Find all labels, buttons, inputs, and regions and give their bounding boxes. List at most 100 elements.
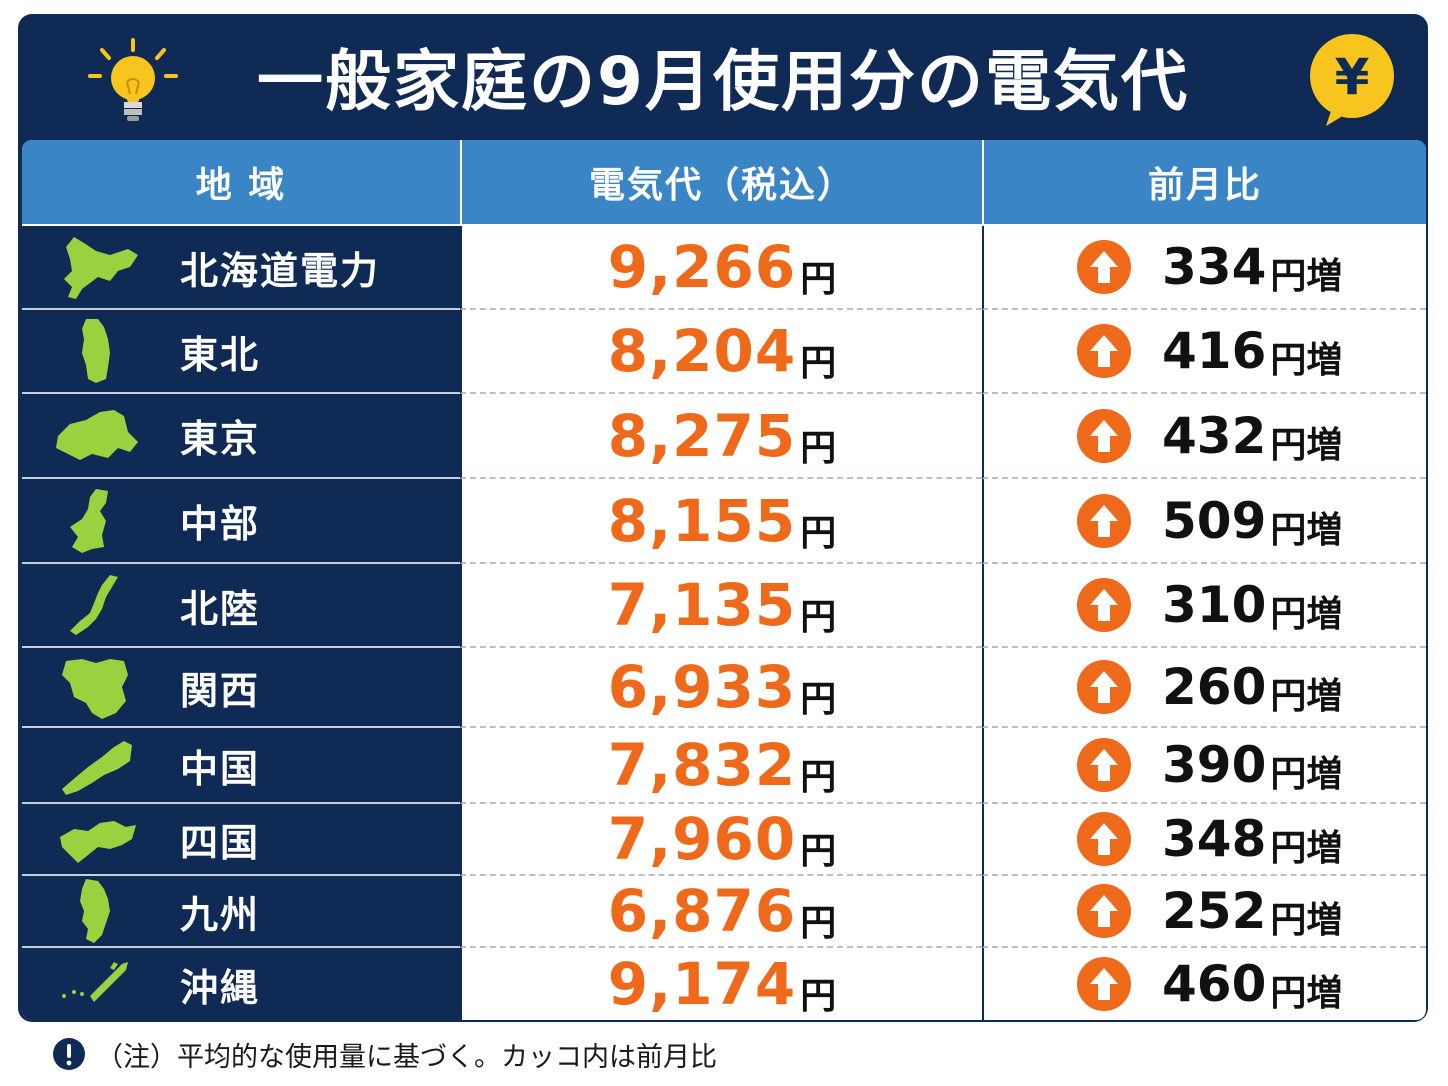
- diff-cell: 460 円増: [982, 948, 1426, 1020]
- diff-value: 390: [1162, 736, 1267, 794]
- diff-value: 260: [1162, 658, 1267, 716]
- increase-unit: 円増: [1270, 424, 1343, 466]
- diff-cell: 334 円増: [982, 226, 1426, 310]
- increase-unit: 円増: [1270, 256, 1343, 297]
- arrow-up-icon: [1077, 957, 1131, 1011]
- yen-unit: 円: [800, 597, 837, 638]
- lightbulb-icon: [88, 38, 178, 121]
- table-row: 東京 8,275 円 432 円増: [22, 394, 1426, 479]
- exclamation-icon: [53, 1038, 85, 1070]
- arrow-up-icon: [1077, 408, 1131, 463]
- region-cell: 関西: [22, 648, 460, 728]
- header-diff: 前月比: [1147, 165, 1262, 206]
- price-table: 地 域 電気代（税込） 前月比 北海道電力 9,266 円: [22, 140, 1426, 1020]
- price-value: 7,960: [607, 805, 797, 873]
- region-cell: 四国: [22, 804, 460, 876]
- increase-unit: 円増: [1270, 973, 1343, 1014]
- increase-unit: 円増: [1270, 340, 1343, 381]
- kyushu-map-icon: [80, 879, 110, 943]
- price-value: 9,174: [607, 950, 797, 1018]
- arrow-up-icon: [1077, 812, 1131, 866]
- diff-value: 348: [1162, 810, 1267, 868]
- price-value: 6,876: [607, 877, 797, 945]
- region-name: 関西: [180, 668, 261, 713]
- region-name: 中部: [180, 502, 261, 546]
- arrow-up-icon: [1077, 493, 1131, 548]
- footnote: （注）平均的な使用量に基づく。カッコ内は前月比: [52, 1034, 717, 1074]
- price-value: 9,266: [607, 233, 797, 301]
- arrow-up-icon: [1077, 240, 1131, 294]
- header-divider: [460, 140, 462, 224]
- yen-symbol: ¥: [1335, 48, 1370, 106]
- price-cell: 6,876 円: [460, 876, 982, 948]
- diff-cell: 310 円増: [982, 564, 1426, 648]
- region-name: 北海道電力: [180, 248, 381, 293]
- price-cell: 9,266 円: [460, 226, 982, 310]
- price-value: 8,204: [607, 317, 797, 385]
- increase-unit: 円増: [1270, 676, 1343, 717]
- kansai-map-icon: [62, 659, 128, 719]
- title-bar: 一般家庭の9月使用分の電気代 ¥: [18, 14, 1428, 138]
- yen-speech-bubble-icon: ¥: [1310, 34, 1394, 126]
- region-cell: 九州: [22, 876, 460, 948]
- table-body: 北海道電力 9,266 円 334 円増 東北: [22, 226, 1426, 1020]
- yen-unit: 円: [800, 427, 837, 469]
- price-value: 8,155: [607, 486, 797, 555]
- okinawa-map-icon: [62, 962, 128, 1002]
- chubu-map-icon: [70, 488, 108, 553]
- price-cell: 8,275 円: [460, 394, 982, 479]
- yen-unit: 円: [800, 343, 837, 384]
- yen-unit: 円: [800, 679, 837, 720]
- diff-value: 460: [1162, 955, 1267, 1013]
- table-row: 中部 8,155 円 509 円増: [22, 479, 1426, 564]
- diff-cell: 509 円増: [982, 479, 1426, 564]
- diff-value: 334: [1162, 238, 1267, 296]
- diff-value: 252: [1162, 882, 1267, 940]
- footnote-text: （注）平均的な使用量に基づく。カッコ内は前月比: [96, 1041, 717, 1073]
- region-name: 沖縄: [180, 965, 261, 1010]
- table-row: 中国 7,832 円 390 円増: [22, 728, 1426, 804]
- header-divider: [982, 140, 984, 224]
- region-name: 東北: [180, 332, 261, 377]
- table-row: 沖縄 9,174 円 460 円増: [22, 948, 1426, 1020]
- arrow-up-icon: [1077, 324, 1131, 378]
- increase-unit: 円増: [1270, 509, 1343, 551]
- arrow-up-icon: [1077, 578, 1131, 632]
- table-row: 九州 6,876 円 252 円増: [22, 876, 1426, 948]
- hokuriku-map-icon: [70, 575, 118, 635]
- region-cell: 東京: [22, 394, 460, 479]
- table-row: 東北 8,204 円 416 円増: [22, 310, 1426, 394]
- shikoku-map-icon: [60, 821, 136, 863]
- price-cell: 7,832 円: [460, 728, 982, 804]
- header-region: 地 域: [195, 165, 287, 206]
- arrow-up-icon: [1077, 660, 1131, 714]
- diff-value: 416: [1162, 322, 1267, 380]
- diff-cell: 390 円増: [982, 728, 1426, 804]
- hokkaido-map-icon: [64, 237, 138, 299]
- tokyo-region-map-icon: [56, 409, 138, 460]
- diff-value: 509: [1162, 491, 1267, 550]
- header-price: 電気代（税込）: [588, 165, 855, 206]
- diff-value: 432: [1162, 406, 1267, 465]
- table-header: 地 域 電気代（税込） 前月比: [22, 140, 1426, 224]
- price-cell: 7,135 円: [460, 564, 982, 648]
- tohoku-map-icon: [82, 319, 110, 383]
- yen-unit: 円: [800, 976, 837, 1017]
- price-cell: 6,933 円: [460, 648, 982, 728]
- table-row: 関西 6,933 円 260 円増: [22, 648, 1426, 728]
- yen-unit: 円: [800, 831, 837, 872]
- price-value: 7,135: [607, 571, 797, 639]
- arrow-up-icon: [1077, 738, 1131, 792]
- yen-unit: 円: [800, 259, 837, 300]
- region-cell: 中部: [22, 479, 460, 564]
- price-cell: 9,174 円: [460, 948, 982, 1020]
- diff-cell: 348 円増: [982, 804, 1426, 876]
- region-name: 九州: [180, 892, 261, 937]
- chugoku-map-icon: [62, 741, 132, 795]
- table-row: 四国 7,960 円 348 円増: [22, 804, 1426, 876]
- increase-unit: 円増: [1270, 754, 1343, 795]
- diff-cell: 416 円増: [982, 310, 1426, 394]
- price-cell: 8,155 円: [460, 479, 982, 564]
- price-value: 7,832: [607, 731, 797, 799]
